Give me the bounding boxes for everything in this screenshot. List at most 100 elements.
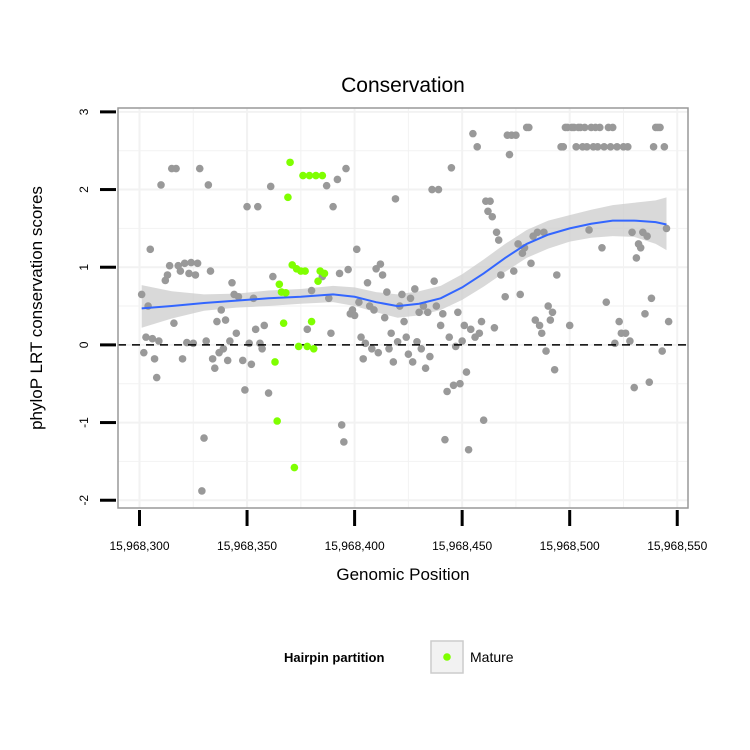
data-point-other <box>340 438 348 446</box>
y-tick-label: -1 <box>77 417 91 428</box>
data-point-other <box>572 143 580 151</box>
data-point-other <box>525 123 533 132</box>
data-point-other <box>187 258 195 267</box>
other-points-layer <box>137 123 673 495</box>
data-point-other <box>352 245 361 254</box>
data-point-other <box>335 269 344 278</box>
y-tick-label: 3 <box>77 108 91 115</box>
data-point-other <box>583 143 591 151</box>
data-point-other <box>454 308 462 317</box>
panel-border <box>117 107 689 509</box>
data-point-other <box>428 185 436 194</box>
data-point-mature <box>271 358 279 366</box>
data-point-other <box>361 339 370 348</box>
data-point-other <box>608 123 617 132</box>
data-point-other <box>155 337 163 345</box>
data-point-other <box>546 316 555 324</box>
data-point-other <box>606 143 615 151</box>
x-tick-label: 15,968,300 <box>109 539 169 553</box>
data-point-other <box>477 317 486 326</box>
y-tick-label: -2 <box>77 495 91 506</box>
data-point-other <box>411 285 419 293</box>
data-point-other <box>264 389 273 397</box>
data-point-other <box>376 260 385 268</box>
data-point-other <box>146 245 155 254</box>
data-point-other <box>200 434 208 442</box>
data-point-other <box>641 310 649 318</box>
data-point-other <box>400 317 408 326</box>
data-point-other <box>628 228 636 237</box>
legend: Hairpin partition Mature <box>284 640 514 674</box>
data-point-other <box>303 325 312 334</box>
data-point-other <box>378 271 387 279</box>
data-point-other <box>430 277 438 286</box>
data-point-other <box>327 329 335 338</box>
data-point-other <box>329 202 337 211</box>
data-point-other <box>195 164 204 173</box>
data-point-other <box>344 265 352 274</box>
data-point-other <box>623 143 632 151</box>
data-point-mature <box>318 171 327 180</box>
data-point-other <box>178 355 187 363</box>
x-axis-title: Genomic Position <box>336 565 469 584</box>
data-point-other <box>389 358 398 366</box>
data-point-other <box>443 387 451 396</box>
data-point-other <box>593 143 602 151</box>
data-point-other <box>170 319 178 327</box>
data-point-other <box>490 324 499 332</box>
data-point-other <box>148 334 157 343</box>
data-point-other <box>611 339 619 348</box>
legend-label-mature: Mature <box>470 649 514 665</box>
data-point-other <box>247 360 256 369</box>
data-point-other <box>643 232 651 240</box>
data-point-other <box>243 202 251 211</box>
data-point-other <box>426 352 434 361</box>
data-point-other <box>226 337 234 345</box>
data-point-other <box>370 306 378 314</box>
data-point-other <box>423 308 432 317</box>
data-point-other <box>150 355 159 363</box>
data-point-other <box>533 228 542 237</box>
data-point-other <box>408 358 417 366</box>
data-point-other <box>165 261 174 270</box>
data-point-other <box>238 356 247 365</box>
data-point-other <box>307 286 316 295</box>
data-point-other <box>527 259 535 268</box>
x-tick-label: 15,968,350 <box>217 539 277 553</box>
data-point-other <box>462 368 471 376</box>
data-point-other <box>210 364 219 372</box>
data-point-other <box>505 150 514 159</box>
data-point-other <box>137 290 146 299</box>
data-point-other <box>449 381 458 390</box>
data-point-other <box>185 269 193 278</box>
data-point-mature <box>279 319 288 327</box>
y-tick-label: 0 <box>77 341 91 348</box>
data-point-other <box>157 181 165 189</box>
data-point-other <box>647 294 656 303</box>
axes: 15,968,300 15,968,350 15,968,400 15,968,450… <box>77 108 708 553</box>
data-point-other <box>368 344 376 353</box>
data-point-other <box>552 271 561 279</box>
data-point-other <box>206 267 215 275</box>
data-point-mature <box>284 193 292 202</box>
legend-key-box <box>430 640 464 674</box>
legend-key-mature-point <box>443 653 451 661</box>
data-point-other <box>202 337 210 345</box>
grid-lines <box>118 108 688 508</box>
data-point-other <box>359 355 368 363</box>
data-point-other <box>223 356 232 365</box>
data-point-other <box>512 131 520 139</box>
data-point-other <box>475 329 484 338</box>
data-point-mature <box>320 269 329 278</box>
data-point-other <box>415 308 423 317</box>
data-point-mature <box>281 289 290 297</box>
data-point-other <box>632 254 641 262</box>
data-point-other <box>241 386 249 394</box>
data-point-other <box>565 321 574 330</box>
data-point-other <box>193 259 202 268</box>
data-point-other <box>387 329 395 338</box>
data-point-other <box>402 333 411 341</box>
data-point-other <box>363 278 372 287</box>
data-point-other <box>421 364 430 372</box>
